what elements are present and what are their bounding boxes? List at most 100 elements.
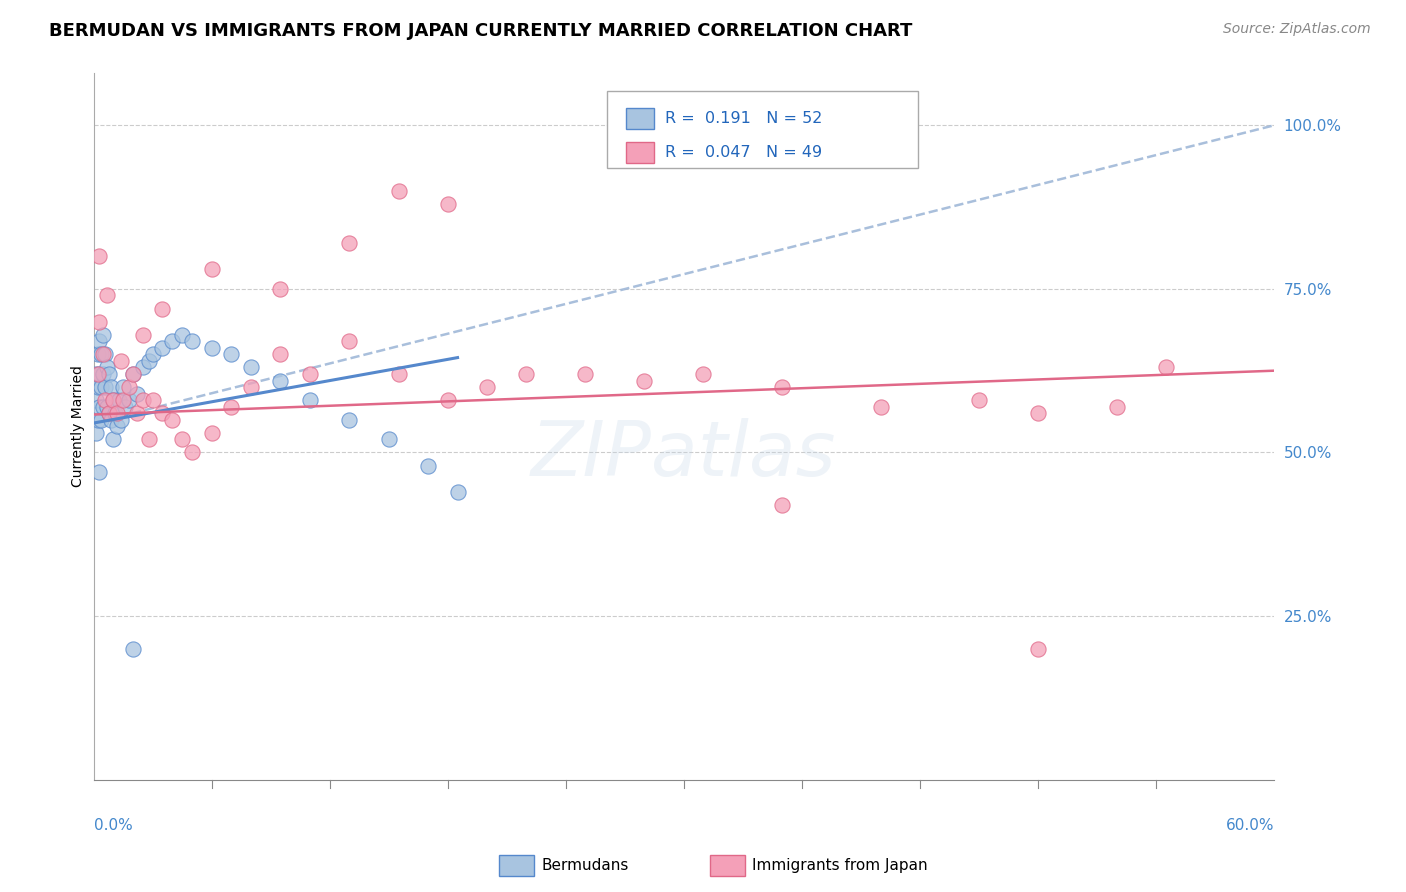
Point bbox=[98, 406, 121, 420]
Point bbox=[122, 367, 145, 381]
Point bbox=[172, 433, 194, 447]
Point bbox=[108, 393, 131, 408]
Point bbox=[103, 433, 125, 447]
Point bbox=[112, 380, 135, 394]
Point bbox=[269, 282, 291, 296]
Point bbox=[100, 380, 122, 394]
Point bbox=[93, 347, 115, 361]
Text: R =  0.047   N = 49: R = 0.047 N = 49 bbox=[665, 145, 823, 160]
Point bbox=[105, 419, 128, 434]
Point bbox=[94, 380, 117, 394]
Point bbox=[86, 413, 108, 427]
Point bbox=[436, 197, 458, 211]
Point bbox=[770, 380, 793, 394]
Point bbox=[475, 380, 498, 394]
Text: 60.0%: 60.0% bbox=[1226, 819, 1274, 833]
Text: R =  0.191   N = 52: R = 0.191 N = 52 bbox=[665, 112, 823, 126]
Point bbox=[269, 347, 291, 361]
Point bbox=[96, 288, 118, 302]
Point bbox=[436, 393, 458, 408]
Point bbox=[118, 380, 141, 394]
Y-axis label: Currently Married: Currently Married bbox=[72, 366, 86, 487]
Point bbox=[84, 367, 107, 381]
Point bbox=[387, 367, 409, 381]
Point bbox=[446, 484, 468, 499]
Point bbox=[94, 347, 117, 361]
Point bbox=[1026, 406, 1049, 420]
Point bbox=[110, 413, 132, 427]
Point bbox=[298, 367, 321, 381]
Point bbox=[967, 393, 990, 408]
Point bbox=[122, 641, 145, 656]
Point bbox=[240, 380, 263, 394]
Point bbox=[692, 367, 714, 381]
Point bbox=[103, 393, 125, 408]
Point bbox=[98, 406, 121, 420]
Point bbox=[118, 393, 141, 408]
Point bbox=[122, 367, 145, 381]
Point bbox=[86, 380, 108, 394]
Point bbox=[90, 347, 112, 361]
Point bbox=[105, 406, 128, 420]
Point bbox=[337, 334, 360, 349]
Point bbox=[337, 413, 360, 427]
Point bbox=[269, 374, 291, 388]
Text: Bermudans: Bermudans bbox=[541, 858, 628, 872]
Point bbox=[377, 433, 399, 447]
Point bbox=[93, 400, 115, 414]
Text: Immigrants from Japan: Immigrants from Japan bbox=[752, 858, 928, 872]
Point bbox=[86, 347, 108, 361]
Point bbox=[125, 386, 148, 401]
Point bbox=[172, 327, 194, 342]
Point bbox=[515, 367, 537, 381]
Point bbox=[96, 360, 118, 375]
Point bbox=[142, 347, 165, 361]
Point bbox=[181, 334, 204, 349]
Point bbox=[98, 367, 121, 381]
Point bbox=[162, 334, 184, 349]
Point bbox=[1154, 360, 1177, 375]
Point bbox=[89, 249, 111, 263]
Point bbox=[110, 354, 132, 368]
Point bbox=[89, 400, 111, 414]
Point bbox=[104, 406, 127, 420]
Point bbox=[90, 380, 112, 394]
Point bbox=[89, 367, 111, 381]
Point bbox=[337, 236, 360, 251]
Point bbox=[132, 360, 155, 375]
Point bbox=[132, 393, 155, 408]
Point bbox=[125, 406, 148, 420]
Text: 0.0%: 0.0% bbox=[94, 819, 132, 833]
Point bbox=[138, 354, 160, 368]
Point bbox=[1105, 400, 1128, 414]
Point bbox=[93, 327, 115, 342]
Point bbox=[132, 327, 155, 342]
Point bbox=[152, 341, 174, 355]
Point bbox=[142, 393, 165, 408]
Point bbox=[770, 498, 793, 512]
Text: BERMUDAN VS IMMIGRANTS FROM JAPAN CURRENTLY MARRIED CORRELATION CHART: BERMUDAN VS IMMIGRANTS FROM JAPAN CURREN… bbox=[49, 22, 912, 40]
Text: ZIPatlas: ZIPatlas bbox=[531, 417, 837, 491]
Point bbox=[152, 301, 174, 316]
Point bbox=[152, 406, 174, 420]
Point bbox=[89, 315, 111, 329]
Point bbox=[221, 400, 243, 414]
Point bbox=[114, 400, 136, 414]
Point bbox=[93, 367, 115, 381]
Text: Source: ZipAtlas.com: Source: ZipAtlas.com bbox=[1223, 22, 1371, 37]
Point bbox=[201, 425, 224, 440]
Point bbox=[84, 393, 107, 408]
Point bbox=[138, 433, 160, 447]
Point bbox=[633, 374, 655, 388]
Point bbox=[90, 413, 112, 427]
Point bbox=[86, 367, 108, 381]
Point bbox=[96, 400, 118, 414]
Point bbox=[112, 393, 135, 408]
Point bbox=[221, 347, 243, 361]
Point bbox=[1026, 641, 1049, 656]
Point bbox=[574, 367, 596, 381]
Point bbox=[869, 400, 891, 414]
Point bbox=[387, 184, 409, 198]
Point bbox=[84, 425, 107, 440]
Point bbox=[298, 393, 321, 408]
